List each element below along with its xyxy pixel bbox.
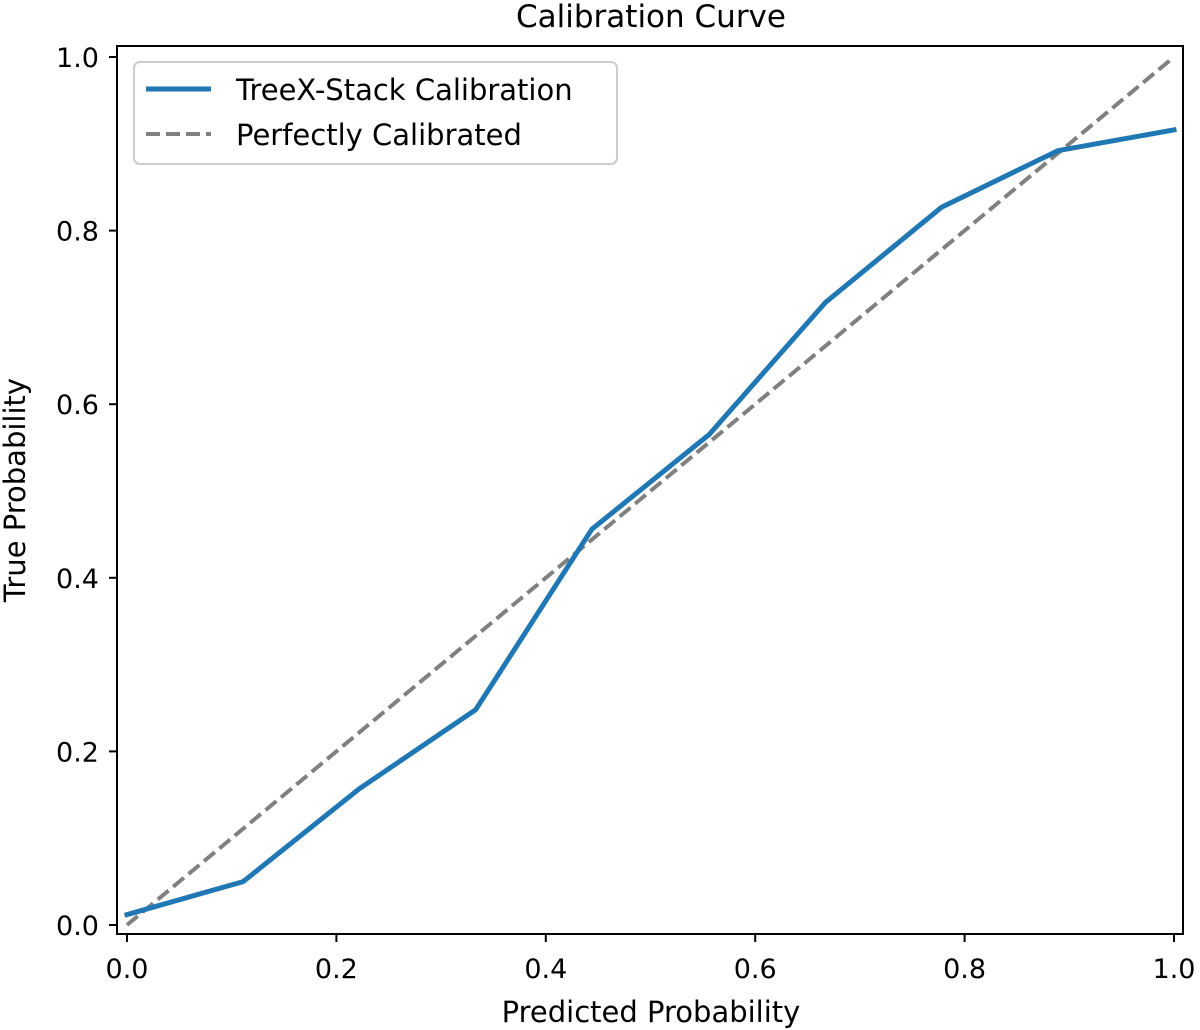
y-tick-label: 1.0 xyxy=(56,43,99,74)
x-tick-label: 0.6 xyxy=(734,954,777,985)
series-line-treex-stack-calibration xyxy=(123,126,1177,918)
y-tick-label: 0.2 xyxy=(56,737,99,768)
x-axis-label: Predicted Probability xyxy=(502,995,801,1029)
x-tick-label: 0.8 xyxy=(943,954,986,985)
y-axis-label: True Probability xyxy=(0,378,32,603)
x-tick-label: 0.0 xyxy=(106,954,149,985)
y-axis: 0.0 0.2 0.4 0.6 0.8 1.0 xyxy=(56,43,117,942)
series-line-perfectly-calibrated xyxy=(125,55,1176,927)
legend-label-treex-stack: TreeX-Stack Calibration xyxy=(235,73,573,107)
y-tick-label: 0.0 xyxy=(56,911,99,942)
x-axis: 0.0 0.2 0.4 0.6 0.8 1.0 xyxy=(106,934,1196,985)
axes-frame xyxy=(116,45,1184,935)
y-tick-label: 0.4 xyxy=(56,564,99,595)
x-tick-label: 0.4 xyxy=(524,954,567,985)
x-tick-label: 0.2 xyxy=(315,954,358,985)
x-tick-label: 1.0 xyxy=(1153,954,1196,985)
chart-title: Calibration Curve xyxy=(516,0,786,35)
legend-label-perfectly-calibrated: Perfectly Calibrated xyxy=(236,118,522,152)
y-tick-label: 0.8 xyxy=(56,217,99,248)
legend-box xyxy=(133,61,618,165)
plot-area xyxy=(123,55,1177,927)
legend: TreeX-Stack Calibration Perfectly Calibr… xyxy=(133,61,618,165)
y-tick-label: 0.6 xyxy=(56,390,99,421)
